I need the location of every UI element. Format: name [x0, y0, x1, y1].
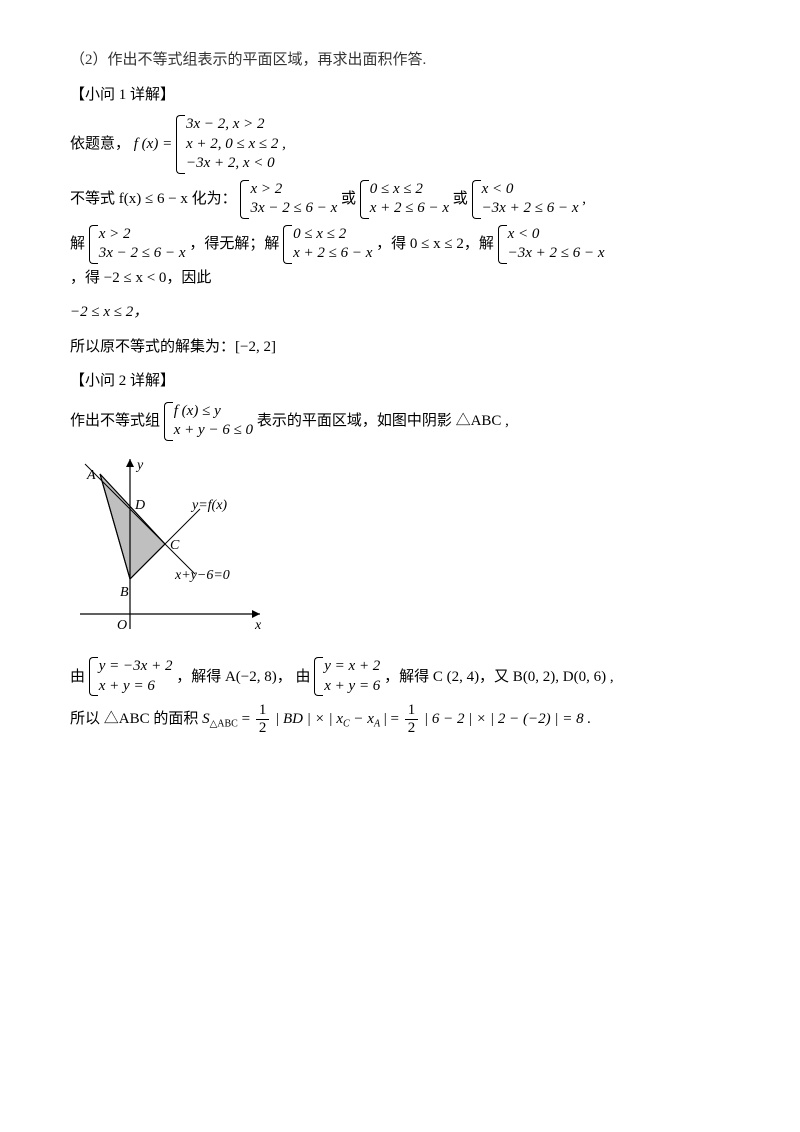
r1: x > 2	[250, 180, 337, 200]
t4: ，得 −2 ≤ x < 0，因此	[70, 264, 211, 293]
sys-1b: x > 2 3x − 2 ≤ 6 − x	[89, 225, 186, 264]
r1: 0 ≤ x ≤ 2	[293, 225, 372, 245]
sys-2b: 0 ≤ x ≤ 2 x + 2 ≤ 6 − x	[283, 225, 372, 264]
r2: x + 2 ≤ 6 − x	[293, 244, 372, 264]
num: 1	[405, 702, 419, 720]
sys-4: f (x) ≤ y x + y − 6 ≤ 0	[164, 402, 253, 441]
t3: ，得 0 ≤ x ≤ 2，解	[376, 230, 494, 259]
r2: −3x + 2 ≤ 6 − x	[482, 199, 579, 219]
yfx-label: y=f(x)	[190, 498, 227, 513]
r2: x + y = 6	[324, 677, 380, 697]
r2: 3x − 2 ≤ 6 − x	[99, 244, 186, 264]
or-1: 或	[341, 185, 356, 214]
piece-1: 3x − 2, x > 2	[186, 115, 286, 135]
den: 2	[405, 720, 419, 737]
r2: 3x − 2 ≤ 6 − x	[250, 199, 337, 219]
region-diagram: y x O A B C D y=f(x) x+y−6=0	[70, 449, 730, 650]
r1: x < 0	[508, 225, 605, 245]
t2: ，得无解；解	[189, 230, 279, 259]
t3: ，解得 C (2, 4)，又 B(0, 2), D(0, 6) ,	[384, 663, 614, 692]
num: 1	[256, 702, 270, 720]
r2: x + 2 ≤ 6 − x	[370, 199, 449, 219]
intro-text: （2）作出不等式组表示的平面区域，再求出面积作答.	[70, 46, 730, 75]
r2: −3x + 2 ≤ 6 − x	[508, 244, 605, 264]
text: 依题意，	[70, 130, 130, 159]
r1: y = x + 2	[324, 657, 380, 677]
area-calc: 所以 △ABC 的面积 S△ABC = 1 2 | BD | × | xC − …	[70, 702, 730, 736]
y-label: y	[135, 458, 144, 473]
subheading-1: 【小问 1 详解】	[70, 81, 730, 110]
r1: x > 2	[99, 225, 186, 245]
t1: 解	[70, 230, 85, 259]
sys-1: x > 2 3x − 2 ≤ 6 − x	[240, 180, 337, 219]
t2: 表示的平面区域，如图中阴影 △ABC ,	[257, 407, 509, 436]
b-label: B	[120, 585, 129, 600]
or-2: 或	[453, 185, 468, 214]
r1: 0 ≤ x ≤ 2	[370, 180, 449, 200]
y-arrow-icon	[126, 459, 134, 467]
minus-xa: − x	[353, 705, 374, 734]
fx-equals: f (x) =	[134, 130, 172, 159]
eq1: =	[242, 705, 250, 734]
final: | 6 − 2 | × | 2 − (−2) | = 8 .	[424, 705, 591, 734]
inequality-split: 不等式 f(x) ≤ 6 − x 化为： x > 2 3x − 2 ≤ 6 − …	[70, 180, 730, 219]
r2: x + y − 6 ≤ 0	[174, 421, 253, 441]
region-intro: 作出不等式组 f (x) ≤ y x + y − 6 ≤ 0 表示的平面区域，如…	[70, 402, 730, 441]
r1: f (x) ≤ y	[174, 402, 253, 422]
eq2: | =	[384, 705, 399, 734]
subheading-2: 【小问 2 详解】	[70, 367, 730, 396]
solution-set: 所以原不等式的解集为：[−2, 2]	[70, 333, 730, 362]
sys-3b: x < 0 −3x + 2 ≤ 6 − x	[498, 225, 605, 264]
a-label: A	[86, 468, 96, 483]
piece-2: x + 2, 0 ≤ x ≤ 2 ,	[186, 135, 286, 155]
solve-cases: 解 x > 2 3x − 2 ≤ 6 − x ，得无解；解 0 ≤ x ≤ 2 …	[70, 225, 730, 293]
den: 2	[256, 720, 270, 737]
sys-3: x < 0 −3x + 2 ≤ 6 − x	[472, 180, 579, 219]
half-2: 1 2	[405, 702, 419, 736]
line-label: x+y−6=0	[174, 568, 230, 583]
sys-6: y = x + 2 x + y = 6	[314, 657, 380, 696]
r2: x + y = 6	[99, 677, 173, 697]
s-sym: S	[202, 705, 210, 734]
r1: y = −3x + 2	[99, 657, 173, 677]
solve-vertices: 由 y = −3x + 2 x + y = 6 ，解得 A(−2, 8)， 由 …	[70, 657, 730, 696]
triangle-abc	[100, 474, 165, 579]
d-label: D	[134, 498, 145, 513]
sys-2: 0 ≤ x ≤ 2 x + 2 ≤ 6 − x	[360, 180, 449, 219]
piece-3: −3x + 2, x < 0	[186, 154, 286, 174]
sys-5: y = −3x + 2 x + y = 6	[89, 657, 173, 696]
t1: 由	[70, 663, 85, 692]
piecewise-brace: 3x − 2, x > 2 x + 2, 0 ≤ x ≤ 2 , −3x + 2…	[176, 115, 286, 174]
text: 不等式 f(x) ≤ 6 − x 化为：	[70, 185, 237, 214]
t1: 所以 △ABC 的面积	[70, 705, 198, 734]
x-label: x	[254, 618, 262, 633]
t2: ，解得 A(−2, 8)， 由	[176, 663, 310, 692]
sub-c: C	[343, 719, 350, 730]
r1: x < 0	[482, 180, 579, 200]
half-1: 1 2	[256, 702, 270, 736]
piecewise-def: 依题意， f (x) = 3x − 2, x > 2 x + 2, 0 ≤ x …	[70, 115, 730, 174]
t1: 作出不等式组	[70, 407, 160, 436]
tail: ,	[582, 185, 586, 214]
range-result: −2 ≤ x ≤ 2，	[70, 298, 730, 327]
sub-a: A	[374, 719, 380, 730]
x-arrow-icon	[252, 610, 260, 618]
c-label: C	[170, 538, 180, 553]
bd-term: | BD | × | x	[275, 705, 343, 734]
origin-label: O	[117, 618, 127, 633]
diagram-svg: y x O A B C D y=f(x) x+y−6=0	[70, 449, 280, 639]
s-sub: △ABC	[210, 719, 238, 730]
